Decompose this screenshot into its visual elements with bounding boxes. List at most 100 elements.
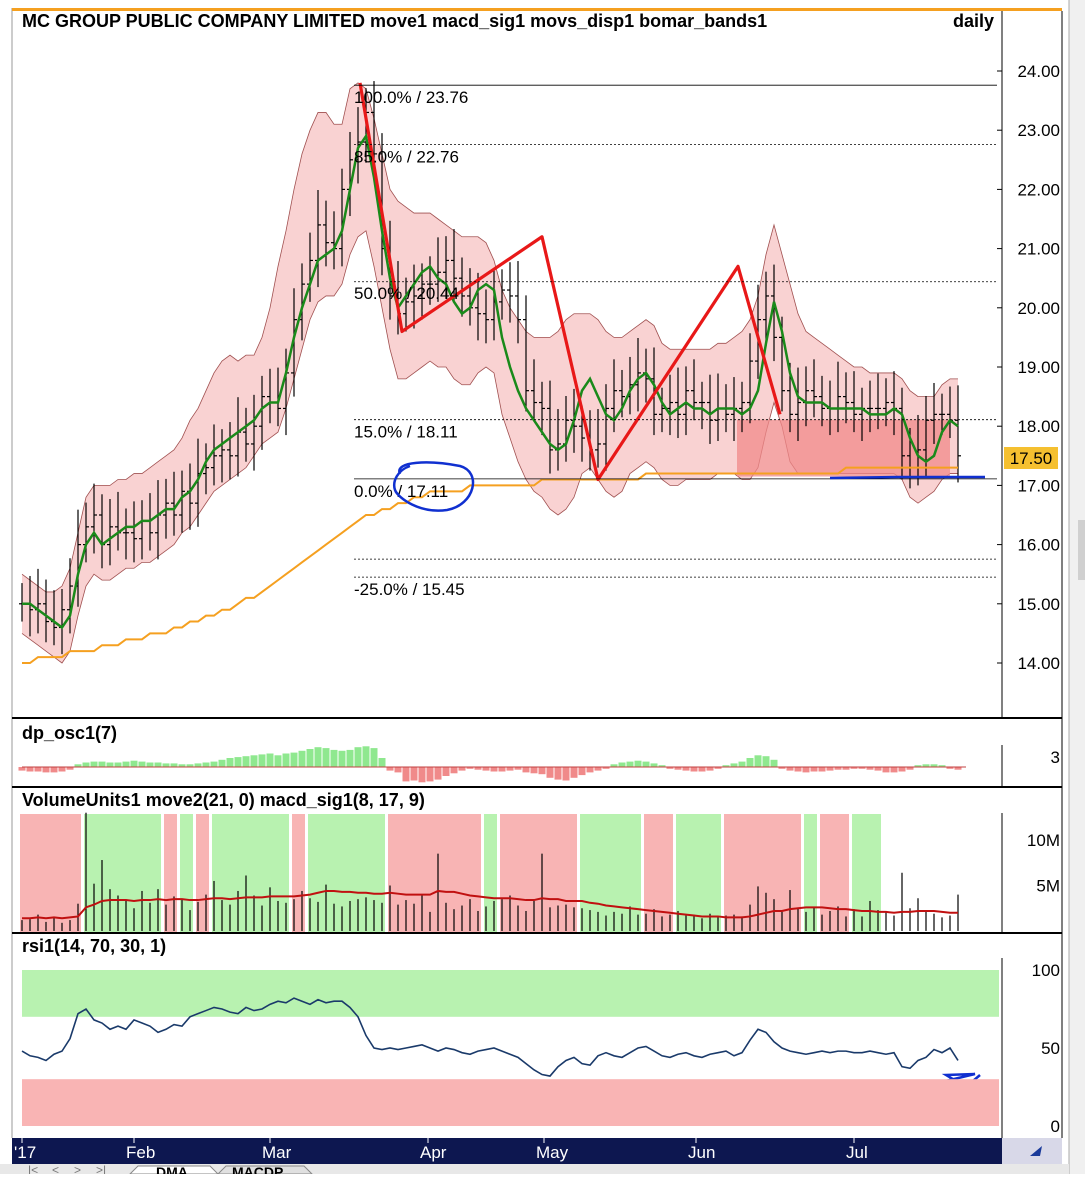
osc-bar (586, 767, 594, 773)
move1-line (22, 132, 959, 630)
osc-bar (898, 767, 906, 772)
volume-zone (852, 814, 881, 932)
osc-bar (402, 767, 410, 782)
osc-bar (242, 756, 250, 767)
osc-bar (858, 767, 866, 769)
osc-bar (578, 767, 586, 776)
rsi-oversold-zone (22, 1079, 999, 1126)
osc-bar (314, 747, 322, 767)
osc-panel: dp_osc1(7) 3 (12, 723, 1062, 788)
osc-bar (690, 767, 698, 772)
price-bar (939, 393, 945, 436)
osc-bar (58, 767, 66, 772)
price-bar (699, 381, 705, 430)
osc-bar (498, 767, 506, 772)
osc-bar (674, 767, 682, 770)
osc-bar (826, 767, 834, 771)
tab-dma[interactable]: DMA (156, 1164, 188, 1179)
fib-level-label: 15.0% / 18.11 (354, 423, 458, 442)
price-bar (483, 289, 489, 344)
price-bar (899, 387, 905, 480)
price-bar (179, 470, 185, 533)
osc-bar (306, 749, 314, 767)
osc-bar (866, 767, 874, 770)
osc-bar (954, 767, 962, 770)
osc-bar (218, 759, 226, 767)
tab-nav-next-icon[interactable]: > (74, 1163, 81, 1177)
osc-bar (194, 763, 202, 767)
price-bar (523, 295, 529, 412)
osc-bar (818, 767, 826, 772)
price-bar (443, 236, 449, 299)
osc-bar (290, 752, 298, 767)
osc-bar (202, 762, 210, 767)
osc-bar (522, 767, 530, 773)
osc-bar (738, 761, 746, 767)
scroll-arrow-icon[interactable] (1030, 1146, 1042, 1156)
month-label: '17 (14, 1143, 36, 1162)
price-bar (739, 381, 745, 433)
volume-zone (212, 814, 289, 932)
osc-bar (946, 767, 954, 769)
osc-bar (426, 767, 434, 782)
osc-bar (322, 748, 330, 767)
price-bar (107, 499, 113, 566)
osc-bar (650, 763, 658, 767)
fib-level-label: 100.0% / 23.76 (354, 88, 468, 107)
osc-bar (594, 767, 602, 771)
osc-title: dp_osc1(7) (22, 723, 117, 743)
price-bar (123, 508, 129, 560)
tab-macdp[interactable]: MACDP (232, 1164, 283, 1179)
osc-bar (378, 758, 386, 767)
osc-bar (602, 767, 610, 769)
osc-bar (138, 761, 146, 767)
volume-panel: VolumeUnits1 move2(21, 0) macd_sig1(8, 1… (12, 790, 1062, 934)
osc-bar (882, 767, 890, 773)
price-bar (675, 367, 681, 439)
osc-bar (610, 764, 618, 767)
osc-bar (810, 767, 818, 772)
tab-nav-last-icon[interactable]: >| (96, 1163, 106, 1177)
osc-bar (274, 755, 282, 767)
osc-bar (410, 767, 418, 781)
price-bar (131, 501, 137, 563)
osc-bar (266, 753, 274, 767)
osc-bar (234, 757, 242, 767)
osc-bar (34, 767, 42, 772)
long-moving-average (22, 466, 958, 664)
osc-bar (698, 767, 706, 772)
tab-nav-prev-icon[interactable]: < (52, 1163, 59, 1177)
price-bar (539, 381, 545, 436)
volume-zone (500, 814, 577, 932)
price-bar (883, 378, 889, 427)
osc-bar (506, 767, 514, 771)
osc-bar (298, 750, 306, 767)
price-bar (339, 168, 345, 267)
fib-level-label: 0.0% / 17.11 (354, 482, 448, 501)
osc-bar (930, 764, 938, 767)
fib-level-label: 50.0% / 20.44 (354, 284, 459, 303)
pattern-zigzag (358, 82, 782, 482)
volume-zone (580, 814, 641, 932)
osc-bar (106, 762, 114, 767)
osc-bar (338, 750, 346, 767)
osc-bar (562, 767, 570, 781)
osc-bar (114, 762, 122, 767)
tab-nav-first-icon[interactable]: |< (28, 1163, 38, 1177)
price-bar (507, 262, 513, 323)
osc-bar (458, 767, 466, 771)
price-bar (603, 384, 609, 471)
price-bar (171, 471, 177, 536)
price-bar (955, 385, 961, 483)
osc-bar (130, 760, 138, 767)
price-bar (251, 394, 257, 471)
fib-level-label: -25.0% / 15.45 (354, 580, 465, 599)
annotation-circle (393, 461, 475, 512)
month-label: Feb (126, 1143, 155, 1162)
price-bar (843, 372, 849, 424)
price-bar (763, 271, 769, 347)
osc-bar (50, 767, 58, 773)
volume-tick-label: 5M (1036, 877, 1060, 896)
osc-bar (730, 763, 738, 767)
